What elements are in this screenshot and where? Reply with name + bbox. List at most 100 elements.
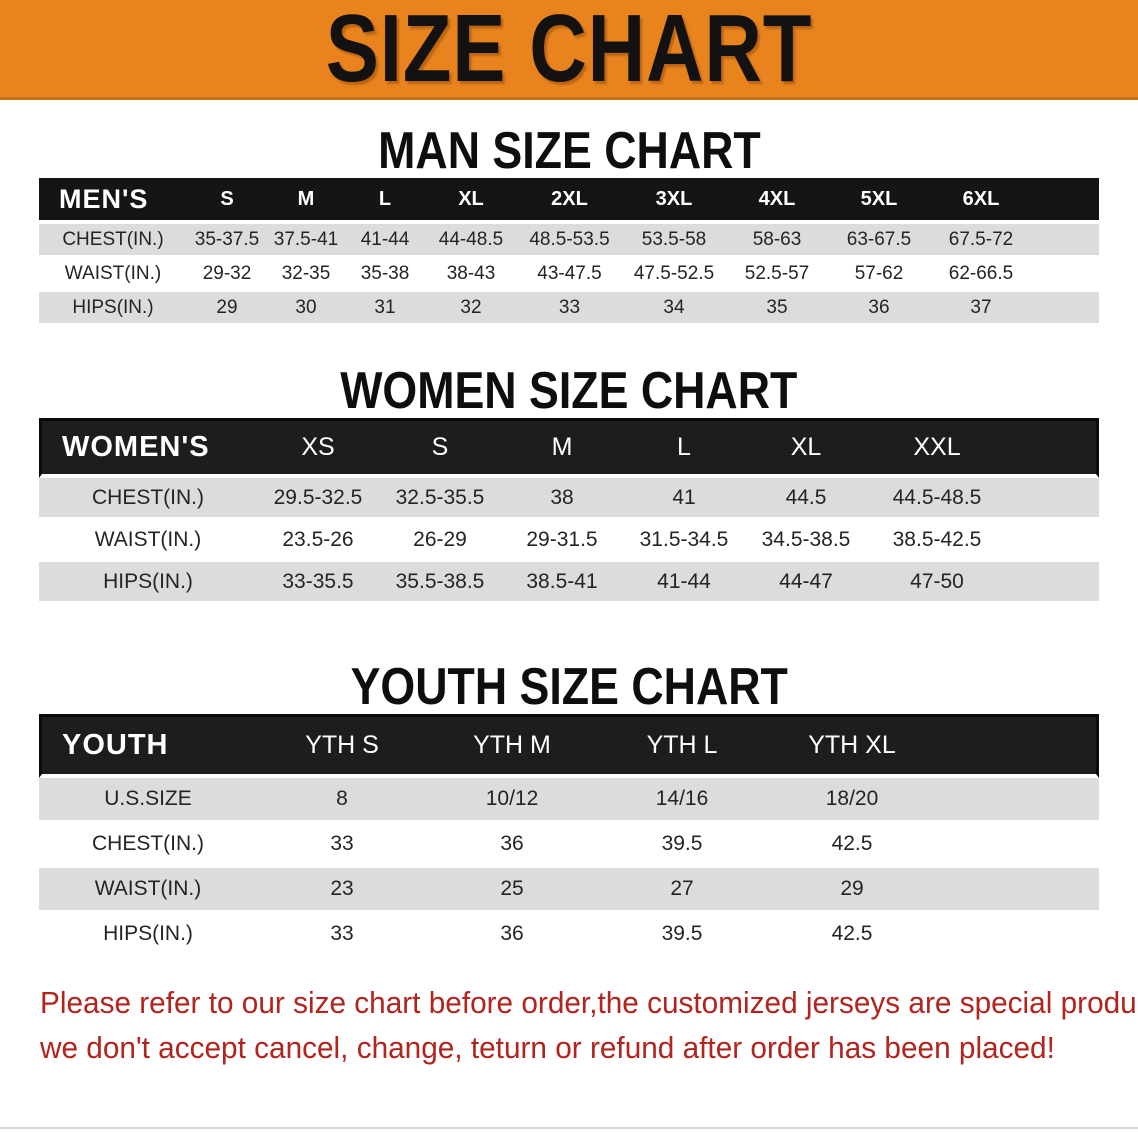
spacer-cell (937, 778, 1099, 823)
size-cell: 35 (726, 292, 828, 326)
size-cell: 44-47 (745, 562, 867, 604)
women-column-header: M (501, 418, 623, 478)
size-cell: 43-47.5 (517, 258, 622, 292)
size-cell: 41-44 (623, 562, 745, 604)
size-cell: 58-63 (726, 224, 828, 258)
size-cell: 34.5-38.5 (745, 520, 867, 562)
size-cell: 33-35.5 (257, 562, 379, 604)
women-column-header: XS (257, 418, 379, 478)
youth-header-label: YOUTH (39, 714, 257, 778)
size-cell: 36 (828, 292, 930, 326)
women-section-heading: WOMEN SIZE CHART (0, 364, 1138, 418)
size-cell: 41-44 (345, 224, 425, 258)
row-label: WAIST(IN.) (39, 520, 257, 562)
size-cell: 53.5-58 (622, 224, 726, 258)
row-label: CHEST(IN.) (39, 478, 257, 520)
size-cell: 35.5-38.5 (379, 562, 501, 604)
banner: SIZE CHART (0, 0, 1138, 100)
size-cell: 57-62 (828, 258, 930, 292)
size-cell: 52.5-57 (726, 258, 828, 292)
man-section-heading-text: MAN SIZE CHART (377, 122, 761, 180)
men-chest-row: CHEST(IN.) 35-37.5 37.5-41 41-44 44-48.5… (39, 224, 1099, 258)
women-size-table: WOMEN'S XS S M L XL XXL CHEST(IN.) 29.5-… (39, 418, 1099, 604)
size-cell: 33 (257, 823, 427, 868)
row-label: U.S.SIZE (39, 778, 257, 823)
size-cell: 25 (427, 868, 597, 913)
men-column-header: L (345, 178, 425, 224)
youth-column-header: YTH XL (767, 714, 937, 778)
size-cell: 29 (187, 292, 267, 326)
spacer-cell (1007, 562, 1099, 604)
size-cell: 63-67.5 (828, 224, 930, 258)
bottom-divider (0, 1127, 1138, 1129)
size-cell: 29-31.5 (501, 520, 623, 562)
youth-ussize-row: U.S.SIZE 8 10/12 14/16 18/20 (39, 778, 1099, 823)
spacer-cell (937, 823, 1099, 868)
size-cell: 33 (517, 292, 622, 326)
man-section-heading: MAN SIZE CHART (0, 124, 1138, 178)
youth-size-table: YOUTH YTH S YTH M YTH L YTH XL U.S.SIZE … (39, 714, 1099, 958)
size-cell: 30 (267, 292, 345, 326)
size-cell: 47-50 (867, 562, 1007, 604)
disclaimer-line-1: Please refer to our size chart before or… (40, 985, 1138, 1020)
size-cell: 26-29 (379, 520, 501, 562)
youth-waist-row: WAIST(IN.) 23 25 27 29 (39, 868, 1099, 913)
men-column-header: S (187, 178, 267, 224)
size-cell: 37 (930, 292, 1032, 326)
size-cell: 48.5-53.5 (517, 224, 622, 258)
men-column-header: 2XL (517, 178, 622, 224)
men-column-header: 4XL (726, 178, 828, 224)
size-cell: 23 (257, 868, 427, 913)
row-label: HIPS(IN.) (39, 562, 257, 604)
row-label: HIPS(IN.) (39, 913, 257, 958)
spacer-cell (937, 868, 1099, 913)
banner-title: SIZE CHART (325, 0, 813, 100)
row-label: CHEST(IN.) (39, 823, 257, 868)
size-cell: 8 (257, 778, 427, 823)
men-column-header: M (267, 178, 345, 224)
size-cell: 35-38 (345, 258, 425, 292)
size-cell: 38.5-41 (501, 562, 623, 604)
women-column-header: XL (745, 418, 867, 478)
size-cell: 29 (767, 868, 937, 913)
spacer-cell (1032, 224, 1099, 258)
spacer-cell (937, 913, 1099, 958)
size-cell: 32 (425, 292, 517, 326)
size-cell: 36 (427, 913, 597, 958)
size-cell: 18/20 (767, 778, 937, 823)
disclaimer-text: Please refer to our size chart before or… (40, 980, 1138, 1070)
men-column-header: 3XL (622, 178, 726, 224)
youth-hips-row: HIPS(IN.) 33 36 39.5 42.5 (39, 913, 1099, 958)
women-header-spacer (1007, 418, 1099, 478)
women-chest-row: CHEST(IN.) 29.5-32.5 32.5-35.5 38 41 44.… (39, 478, 1099, 520)
men-header-spacer (1032, 178, 1099, 224)
size-cell: 41 (623, 478, 745, 520)
size-cell: 42.5 (767, 823, 937, 868)
size-cell: 36 (427, 823, 597, 868)
men-size-table: MEN'S S M L XL 2XL 3XL 4XL 5XL 6XL CHEST… (39, 178, 1099, 326)
women-column-header: XXL (867, 418, 1007, 478)
men-waist-row: WAIST(IN.) 29-32 32-35 35-38 38-43 43-47… (39, 258, 1099, 292)
size-cell: 44.5 (745, 478, 867, 520)
youth-chest-row: CHEST(IN.) 33 36 39.5 42.5 (39, 823, 1099, 868)
size-cell: 34 (622, 292, 726, 326)
size-cell: 62-66.5 (930, 258, 1032, 292)
row-label: WAIST(IN.) (39, 258, 187, 292)
youth-header-row: YOUTH YTH S YTH M YTH L YTH XL (39, 714, 1099, 778)
size-cell: 47.5-52.5 (622, 258, 726, 292)
men-header-label: MEN'S (39, 178, 187, 224)
row-label: HIPS(IN.) (39, 292, 187, 326)
size-cell: 39.5 (597, 823, 767, 868)
size-cell: 27 (597, 868, 767, 913)
size-cell: 44-48.5 (425, 224, 517, 258)
row-label: CHEST(IN.) (39, 224, 187, 258)
men-header-row: MEN'S S M L XL 2XL 3XL 4XL 5XL 6XL (39, 178, 1099, 224)
size-cell: 44.5-48.5 (867, 478, 1007, 520)
women-header-row: WOMEN'S XS S M L XL XXL (39, 418, 1099, 478)
spacer-cell (1007, 478, 1099, 520)
youth-column-header: YTH S (257, 714, 427, 778)
size-cell: 35-37.5 (187, 224, 267, 258)
youth-section-heading-text: YOUTH SIZE CHART (350, 658, 788, 716)
size-cell: 29-32 (187, 258, 267, 292)
size-cell: 29.5-32.5 (257, 478, 379, 520)
